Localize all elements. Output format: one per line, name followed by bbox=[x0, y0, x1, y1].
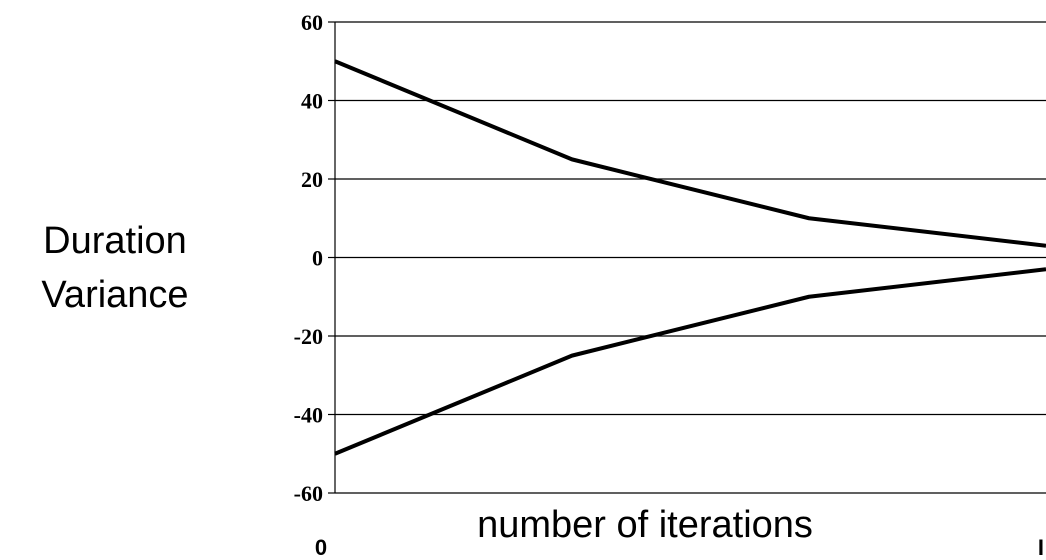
x-tick-label: 0 bbox=[315, 535, 327, 560]
series-lines bbox=[334, 59, 1046, 456]
x-axis-label: number of iterations bbox=[477, 504, 813, 546]
y-tick-label: -60 bbox=[294, 481, 323, 506]
y-axis-label: Duration Variance bbox=[0, 214, 230, 322]
y-tick-label: 60 bbox=[301, 10, 323, 35]
x-tick-label: I bbox=[1038, 535, 1044, 560]
gridlines bbox=[335, 21, 1046, 494]
y-tick-label: -40 bbox=[294, 403, 323, 428]
y-tick-labels: 60 40 20 0 -20 -40 -60 bbox=[294, 10, 323, 506]
series-line-2 bbox=[334, 267, 1046, 456]
y-tick-label: -20 bbox=[294, 324, 323, 349]
y-axis-label-line-2: Variance bbox=[41, 274, 189, 316]
y-tick-label: 40 bbox=[301, 89, 323, 114]
series-line-1 bbox=[334, 59, 1046, 248]
y-axis-label-line-1: Duration bbox=[43, 220, 187, 262]
y-tick-label: 20 bbox=[301, 167, 323, 192]
y-tick-label: 0 bbox=[312, 246, 323, 271]
axes bbox=[328, 21, 336, 494]
